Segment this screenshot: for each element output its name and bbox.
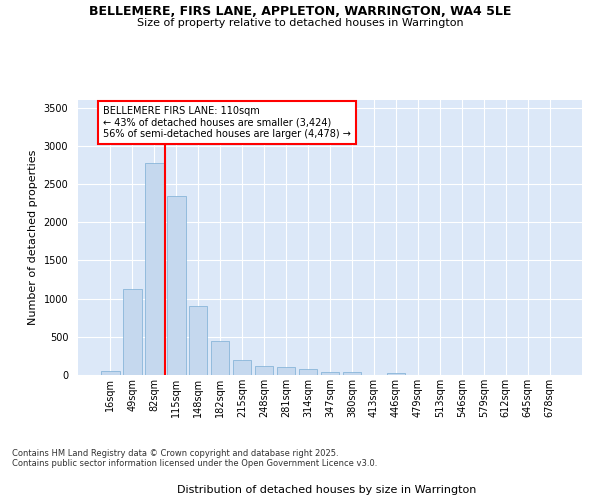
Bar <box>211 340 229 375</box>
Text: BELLEMERE FIRS LANE: 110sqm
← 43% of detached houses are smaller (3,424)
56% of : BELLEMERE FIRS LANE: 110sqm ← 43% of det… <box>103 106 351 138</box>
Bar <box>299 370 317 375</box>
Bar <box>145 162 164 375</box>
Bar <box>101 371 119 375</box>
Text: Distribution of detached houses by size in Warrington: Distribution of detached houses by size … <box>178 485 476 495</box>
Bar <box>255 366 274 375</box>
Text: Contains HM Land Registry data © Crown copyright and database right 2025.: Contains HM Land Registry data © Crown c… <box>12 448 338 458</box>
Bar <box>386 374 405 375</box>
Bar <box>167 196 185 375</box>
Bar <box>189 306 208 375</box>
Bar <box>123 288 142 375</box>
Bar <box>320 372 340 375</box>
Bar <box>277 366 295 375</box>
Text: Size of property relative to detached houses in Warrington: Size of property relative to detached ho… <box>137 18 463 28</box>
Text: Contains public sector information licensed under the Open Government Licence v3: Contains public sector information licen… <box>12 458 377 468</box>
Bar <box>343 372 361 375</box>
Bar <box>233 360 251 375</box>
Y-axis label: Number of detached properties: Number of detached properties <box>28 150 38 325</box>
Text: BELLEMERE, FIRS LANE, APPLETON, WARRINGTON, WA4 5LE: BELLEMERE, FIRS LANE, APPLETON, WARRINGT… <box>89 5 511 18</box>
